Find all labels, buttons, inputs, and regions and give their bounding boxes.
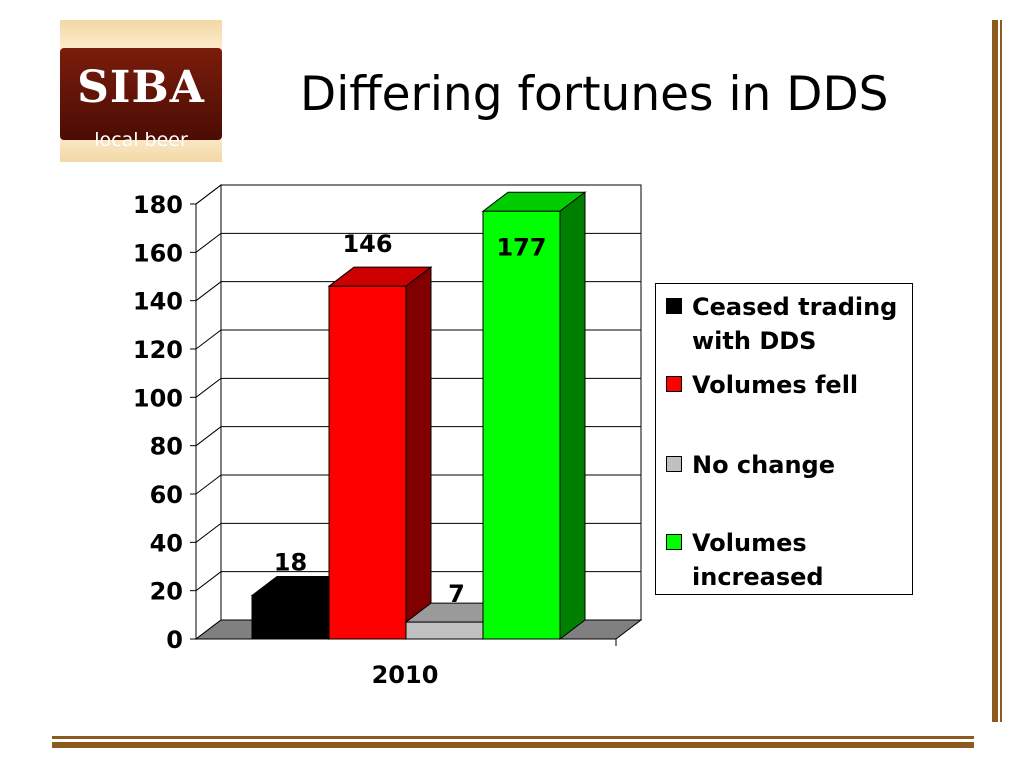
- legend-label-volumes-fell: Volumes fell: [692, 371, 859, 399]
- bar-side-3: [559, 191, 586, 641]
- legend-swatch-no-change: [666, 456, 682, 472]
- vertical-rule-thin: [1000, 20, 1002, 722]
- gridline: [195, 184, 641, 205]
- chart-legend: Ceased trading with DDS Volumes fell No …: [655, 283, 913, 595]
- y-tick-label: 60: [150, 481, 183, 509]
- y-tick-label: 120: [133, 336, 183, 364]
- data-label-ceased: 18: [274, 549, 307, 577]
- legend-swatch-ceased: [666, 298, 682, 314]
- bar-0: [251, 595, 330, 640]
- horizontal-rule-thin: [52, 736, 974, 739]
- page-title: Differing fortunes in DDS: [300, 67, 889, 122]
- legend-label-ceased: Ceased trading with DDS: [692, 293, 898, 355]
- legend-label-volumes-increased: Volumes increased: [692, 529, 824, 591]
- logo-tagline: local beer: [94, 129, 188, 151]
- chart-side-wall: [195, 183, 222, 641]
- y-tick-label: 40: [150, 529, 183, 557]
- bar-2: [405, 621, 484, 640]
- bar-side-1: [405, 266, 432, 641]
- data-label-volumes-increased: 177: [496, 233, 546, 261]
- y-tick-label: 80: [150, 433, 183, 461]
- horizontal-rule-thick: [52, 742, 974, 748]
- y-tick-label: 100: [133, 384, 183, 412]
- y-tick-label: 0: [166, 626, 183, 654]
- legend-swatch-volumes-fell: [666, 376, 682, 392]
- data-label-volumes-fell: 146: [342, 230, 392, 258]
- y-tick-label: 140: [133, 288, 183, 316]
- data-label-no-change: 7: [448, 580, 465, 608]
- bar-3: [482, 210, 561, 640]
- legend-label-no-change: No change: [692, 451, 835, 479]
- logo-name: SIBA: [77, 62, 205, 113]
- siba-logo: SIBA local beer: [60, 20, 222, 162]
- logo-band: SIBA local beer: [60, 48, 222, 151]
- vertical-rule-thick: [992, 20, 998, 722]
- y-tick-label: 180: [133, 191, 183, 219]
- x-category-label: 2010: [372, 661, 439, 689]
- y-tick-label: 20: [150, 578, 183, 606]
- legend-swatch-volumes-increased: [666, 534, 682, 550]
- bar-1: [328, 285, 407, 640]
- y-tick-label: 160: [133, 239, 183, 267]
